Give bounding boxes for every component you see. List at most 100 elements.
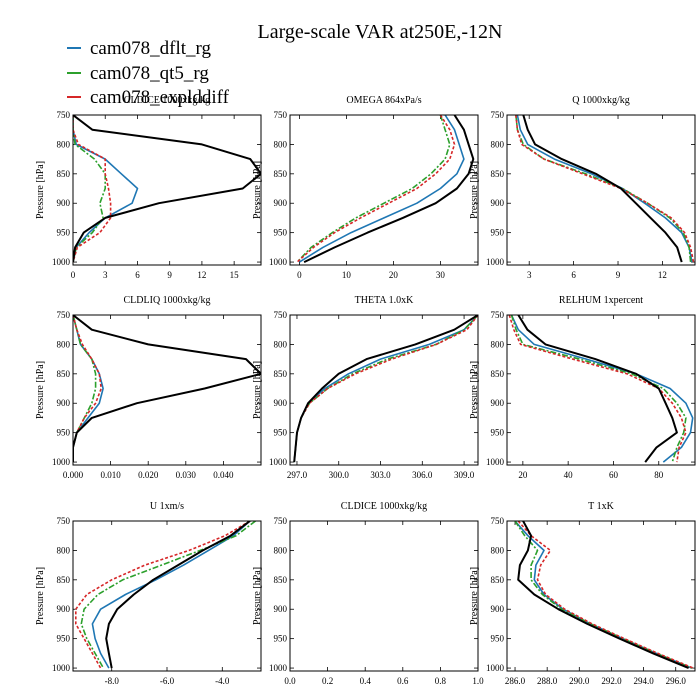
y-tick-label: 900 — [491, 398, 505, 408]
series-line-dflt — [514, 521, 693, 669]
series-line-obs — [303, 115, 475, 264]
plot-frame — [289, 114, 479, 266]
series-group — [296, 115, 475, 264]
y-tick-label: 850 — [57, 169, 71, 179]
y-tick-label: 1000 — [269, 663, 288, 673]
x-tick-label: 0.040 — [213, 470, 234, 480]
y-tick-label: 950 — [57, 634, 71, 644]
x-tick-label: 0.8 — [435, 676, 447, 686]
plot-frame — [72, 114, 262, 266]
series-group — [75, 521, 256, 669]
panel-title: THETA 1.0xK — [355, 295, 414, 306]
legend-label-qt5: cam078_qt5_rg — [90, 63, 209, 84]
series-line-expl — [73, 115, 112, 263]
y-tick-label: 950 — [491, 634, 505, 644]
y-tick-label: 950 — [274, 634, 288, 644]
panel-title: U 1xm/s — [150, 501, 184, 512]
y-tick-label: 1000 — [52, 663, 71, 673]
panel-title: RELHUM 1xpercent — [559, 295, 643, 306]
y-tick-label: 750 — [57, 310, 71, 320]
y-tick-label: 850 — [274, 575, 288, 585]
y-axis-label: Pressure [hPa] — [35, 567, 46, 625]
series-line-qt5 — [73, 315, 97, 463]
series-line-qt5 — [510, 315, 687, 463]
plot-frame — [72, 314, 262, 466]
series-line-obs — [517, 521, 689, 670]
panel-7: CLDICE 1000xkg/kg Pressure [hPa] 750 800 850… — [252, 501, 484, 686]
plot-frame — [506, 520, 696, 672]
y-tick-label: 900 — [491, 604, 505, 614]
y-tick-label: 950 — [57, 228, 71, 238]
y-axis-label: Pressure [hPa] — [35, 361, 46, 419]
panel-4: THETA 1.0xK Pressure [hPa] 750 800 850 900 950… — [252, 295, 479, 480]
x-tick-label: 9 — [167, 270, 172, 280]
y-tick-label: 950 — [491, 428, 505, 438]
panel-title: CLDICE 1000xkg/kg — [341, 501, 427, 512]
x-tick-label: 0.010 — [100, 470, 121, 480]
y-tick-label: 1000 — [269, 257, 288, 267]
x-tick-label: 0.000 — [63, 470, 84, 480]
panel-0: CLDICE 1000xkg/kg Pressure [hPa] 750 800 850… — [35, 95, 262, 280]
panel-1: OMEGA 864xPa/s Pressure [hPa] 750 800 850 900… — [252, 95, 479, 280]
y-tick-label: 800 — [274, 139, 288, 149]
y-tick-label: 1000 — [269, 457, 288, 467]
plot-frame — [289, 314, 479, 466]
x-tick-label: 6 — [135, 270, 140, 280]
y-tick-label: 900 — [57, 398, 71, 408]
y-tick-label: 900 — [274, 198, 288, 208]
x-tick-label: 300.0 — [329, 470, 350, 480]
series-group — [508, 315, 694, 463]
y-tick-label: 800 — [57, 545, 71, 555]
panel-6: U 1xm/s Pressure [hPa] 750 800 850 900 950 1000… — [35, 501, 262, 686]
y-tick-label: 850 — [57, 575, 71, 585]
series-line-expl — [517, 521, 694, 669]
x-tick-label: 30 — [436, 270, 446, 280]
panel-title: T 1xK — [588, 501, 614, 512]
figure-title: Large-scale VAR at250E,-12N — [258, 21, 503, 43]
y-axis-label: Pressure [hPa] — [35, 161, 46, 219]
series-line-dflt — [73, 315, 104, 463]
x-tick-label: 6 — [571, 270, 576, 280]
x-tick-label: 10 — [342, 270, 352, 280]
y-tick-label: 750 — [491, 516, 505, 526]
x-tick-label: -6.0 — [160, 676, 175, 686]
legend: cam078_dflt_rg cam078_qt5_rg cam078_expl… — [67, 38, 230, 108]
series-line-expl — [515, 115, 695, 263]
y-axis-label: Pressure [hPa] — [469, 567, 480, 625]
y-tick-label: 1000 — [52, 257, 71, 267]
x-tick-label: 40 — [564, 470, 574, 480]
y-tick-label: 750 — [274, 310, 288, 320]
panel-title: OMEGA 864xPa/s — [346, 95, 421, 106]
y-tick-label: 750 — [57, 516, 71, 526]
y-tick-label: 900 — [274, 604, 288, 614]
panel-title: CLDLIQ 1000xkg/kg — [124, 295, 211, 306]
series-line-obs — [293, 315, 478, 463]
x-tick-label: 0.0 — [284, 676, 296, 686]
y-axis-label: Pressure [hPa] — [252, 567, 263, 625]
y-tick-label: 800 — [57, 139, 71, 149]
series-line-obs — [522, 115, 683, 263]
y-tick-label: 850 — [274, 169, 288, 179]
series-line-expl — [73, 315, 102, 463]
series-line-dflt — [516, 115, 693, 263]
series-line-qt5 — [73, 115, 106, 263]
y-tick-label: 750 — [274, 110, 288, 120]
y-tick-label: 800 — [491, 139, 505, 149]
y-tick-label: 900 — [491, 198, 505, 208]
y-tick-label: 800 — [491, 339, 505, 349]
y-tick-label: 900 — [57, 604, 71, 614]
x-tick-label: 0.4 — [360, 676, 372, 686]
y-tick-label: 1000 — [486, 663, 505, 673]
x-tick-label: 0.030 — [176, 470, 197, 480]
y-tick-label: 850 — [491, 369, 505, 379]
y-axis-label: Pressure [hPa] — [469, 361, 480, 419]
x-tick-label: 60 — [609, 470, 619, 480]
series-line-qt5 — [514, 521, 693, 669]
x-tick-label: 292.0 — [601, 676, 622, 686]
panel-title: Q 1000xkg/kg — [572, 95, 630, 106]
x-tick-label: 297.0 — [287, 470, 308, 480]
y-tick-label: 800 — [274, 339, 288, 349]
y-tick-label: 950 — [491, 228, 505, 238]
